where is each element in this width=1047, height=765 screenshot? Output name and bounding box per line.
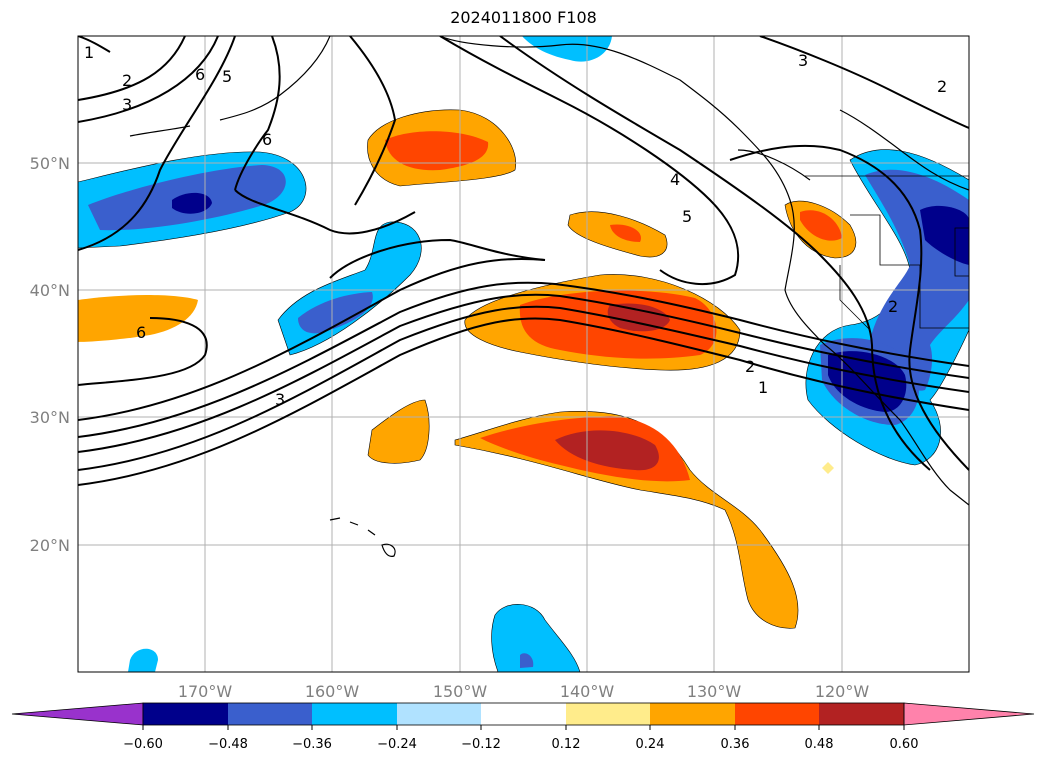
contour-label: 2	[937, 77, 947, 96]
contour-label: 1	[84, 43, 94, 62]
colorbar-segment	[735, 703, 819, 725]
contour-label: 5	[222, 67, 232, 86]
lon-label: 120°W	[815, 682, 870, 701]
contour-label: 4	[670, 170, 680, 189]
contour-label: 1	[758, 378, 768, 397]
contour-label: 2	[888, 297, 898, 316]
contour-labels: 1 2 3 6 5 6 6 3 2 1 4 5 3 2 2	[84, 43, 947, 409]
colorbar-tick-label: −0.36	[292, 737, 332, 752]
colorbar-tick-label: −0.48	[208, 737, 248, 752]
colorbar-tick-label: 0.12	[552, 737, 581, 752]
colorbar-segment	[397, 703, 481, 725]
lat-label: 40°N	[30, 281, 70, 300]
colorbar-tick-label: 0.24	[636, 737, 665, 752]
lat-label: 20°N	[30, 536, 70, 555]
negative-anomaly-shading	[78, 36, 969, 672]
lat-label: 30°N	[30, 408, 70, 427]
colorbar-segment	[481, 703, 566, 725]
contour-label: 3	[275, 390, 285, 409]
longitude-labels: 170°W 160°W 150°W 140°W 130°W 120°W	[178, 682, 870, 701]
lat-label: 50°N	[30, 154, 70, 173]
contour-label: 6	[195, 65, 205, 84]
colorbar-segment	[143, 703, 228, 725]
coastlines	[129, 36, 969, 557]
colorbar-over-arrow	[903, 702, 1035, 726]
contour-label: 2	[745, 357, 755, 376]
contour-label: 5	[682, 207, 692, 226]
colorbar-under-arrow	[11, 702, 144, 726]
colorbar-tick-label: −0.24	[377, 737, 417, 752]
lon-label: 130°W	[687, 682, 742, 701]
contour-label: 6	[262, 130, 272, 149]
lon-label: 160°W	[305, 682, 360, 701]
lon-label: 140°W	[560, 682, 615, 701]
colorbar: −0.60 −0.48 −0.36 −0.24 −0.12 0.12 0.24 …	[11, 702, 1035, 752]
colorbar-tick-label: −0.60	[123, 737, 163, 752]
latitude-labels: 50°N 40°N 30°N 20°N	[30, 154, 70, 555]
colorbar-segment	[228, 703, 312, 725]
map-panel: 1 2 3 6 5 6 6 3 2 1 4 5 3 2 2	[78, 36, 969, 672]
colorbar-segment	[650, 703, 735, 725]
contours	[78, 36, 969, 486]
contour-label: 2	[122, 71, 132, 90]
colorbar-segment	[566, 703, 650, 725]
lon-label: 170°W	[178, 682, 233, 701]
contour-label: 3	[122, 95, 132, 114]
lon-label: 150°W	[433, 682, 488, 701]
contour-label: 3	[798, 51, 808, 70]
colorbar-tick-label: −0.12	[461, 737, 501, 752]
colorbar-segment	[312, 703, 397, 725]
contour-label: 6	[136, 323, 146, 342]
colorbar-tick-label: 0.48	[805, 737, 834, 752]
map-frame	[77, 35, 970, 673]
colorbar-tick-label: 0.60	[890, 737, 919, 752]
colorbar-segment	[819, 703, 904, 725]
map-title: 2024011800 F108	[450, 8, 597, 27]
colorbar-tick-label: 0.36	[721, 737, 750, 752]
